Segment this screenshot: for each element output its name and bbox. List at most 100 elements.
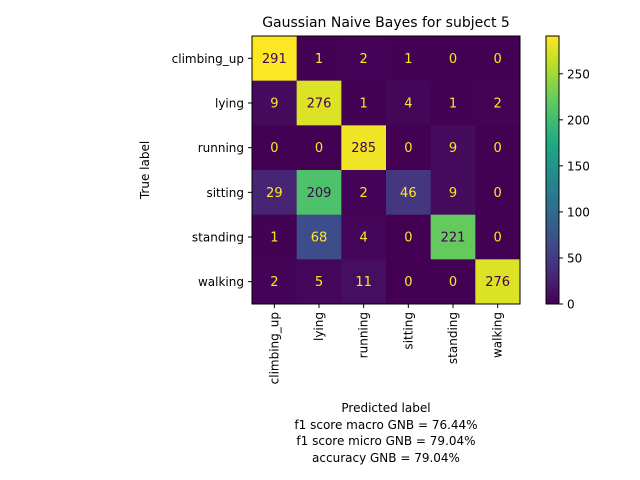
cell-value-label: 46: [400, 186, 417, 201]
y-tick-label: walking: [198, 275, 244, 289]
x-tick-label: running: [357, 312, 371, 358]
matrix-frame: [251, 35, 521, 305]
heatmap-cell: [296, 125, 342, 171]
annotation-f1-macro: f1 score macro GNB = 76.44%: [294, 418, 477, 432]
heatmap-cell: [341, 80, 387, 126]
cell-value-label: 2: [270, 275, 278, 290]
heatmap-cell: [252, 259, 298, 305]
heatmap-cell: [430, 80, 476, 126]
heatmap-cell: [386, 259, 432, 305]
heatmap-cell: [430, 125, 476, 171]
colorbar-tick-label: 50: [567, 251, 582, 265]
cell-value-label: 0: [494, 186, 502, 201]
heatmap-cell: [430, 259, 476, 305]
cell-value-label: 221: [441, 231, 466, 246]
cell-value-label: 4: [404, 97, 412, 112]
cell-value-label: 0: [494, 141, 502, 156]
cell-value-label: 9: [270, 97, 278, 112]
heatmap-cell: [430, 36, 476, 82]
cell-value-label: 0: [315, 141, 323, 156]
heatmap-cell: [341, 170, 387, 216]
y-tick-label: standing: [192, 231, 244, 245]
y-axis-label: True label: [138, 141, 152, 200]
cell-value-label: 0: [449, 275, 457, 290]
heatmap-cell: [252, 170, 298, 216]
cell-value-label: 1: [449, 97, 457, 112]
colorbar-tick-label: 150: [567, 159, 590, 173]
heatmap-cell: [430, 214, 476, 260]
cell-value-label: 4: [360, 231, 368, 246]
heatmap-cell: [296, 80, 342, 126]
cell-value-label: 68: [311, 231, 328, 246]
heatmap-cell: [341, 259, 387, 305]
heatmap-cell: [296, 36, 342, 82]
y-tick-label: climbing_up: [172, 52, 244, 66]
chart-title: Gaussian Naive Bayes for subject 5: [262, 15, 510, 31]
heatmap-cell: [252, 125, 298, 171]
cell-value-label: 0: [494, 52, 502, 67]
cell-value-label: 0: [404, 231, 412, 246]
colorbar-tick-label: 200: [567, 113, 590, 127]
heatmap-cell: [296, 214, 342, 260]
heatmap-cell: [386, 170, 432, 216]
cell-value-label: 276: [485, 275, 510, 290]
heatmap-cell: [386, 36, 432, 82]
heatmap-cell: [430, 170, 476, 216]
y-tick-label: lying: [215, 97, 244, 111]
colorbar-ticks: 0 50 100 150 200 250: [559, 67, 590, 312]
heatmap-cell: [296, 170, 342, 216]
heatmap-cell: [475, 170, 521, 216]
cell-value-label: 2: [360, 186, 368, 201]
heatmap-cell: [341, 214, 387, 260]
x-tick-label: lying: [312, 312, 326, 341]
cell-value-label: 276: [307, 97, 332, 112]
cell-value-label: 285: [351, 141, 376, 156]
annotation-f1-micro: f1 score micro GNB = 79.04%: [296, 434, 475, 448]
y-tick-label: running: [198, 141, 244, 155]
cell-value-label: 1: [360, 97, 368, 112]
cell-value-label: 11: [355, 275, 372, 290]
cell-value-label: 0: [404, 275, 412, 290]
cell-value-label: 291: [262, 52, 287, 67]
cell-value-label: 0: [270, 141, 278, 156]
heatmap-cell: [475, 80, 521, 126]
heatmap-cell: [386, 125, 432, 171]
heatmap-cell: [252, 214, 298, 260]
heatmap-cell: [475, 259, 521, 305]
heatmap-cell: [386, 214, 432, 260]
heatmap-cell: [341, 36, 387, 82]
x-tick-labels: climbing_up lying running sitting standing wa…: [267, 304, 505, 384]
cell-value-label: 1: [270, 231, 278, 246]
x-tick-label: sitting: [401, 312, 415, 350]
colorbar-tick-label: 100: [567, 205, 590, 219]
cell-value-label: 2: [494, 97, 502, 112]
heatmap-cell: [252, 80, 298, 126]
heatmap-cell: [475, 36, 521, 82]
cell-value-label: 2: [360, 52, 368, 67]
heatmap-cell: [252, 36, 298, 82]
heatmap-cell: [475, 125, 521, 171]
x-tick-label: climbing_up: [267, 312, 281, 384]
cell-value-label: 1: [404, 52, 412, 67]
cell-value-label: 29: [266, 186, 283, 201]
cell-value-label: 209: [307, 186, 332, 201]
annotation-accuracy: accuracy GNB = 79.04%: [312, 451, 460, 465]
heatmap-cell: [386, 80, 432, 126]
cell-value-label: 0: [404, 141, 412, 156]
cell-value-label: 0: [449, 52, 457, 67]
heatmap-cell: [296, 259, 342, 305]
cell-value-label: 9: [449, 141, 457, 156]
colorbar-tick-label: 250: [567, 67, 590, 81]
cell-value-label: 0: [494, 231, 502, 246]
x-axis-label: Predicted label: [341, 401, 430, 415]
heatmap-cell: [475, 214, 521, 260]
heatmap-cell: [341, 125, 387, 171]
cell-value-label: 5: [315, 275, 323, 290]
y-tick-label: sitting: [206, 186, 244, 200]
colorbar-tick-label: 0: [567, 298, 575, 312]
cell-value-label: 9: [449, 186, 457, 201]
colorbar: [545, 35, 560, 305]
heatmap-cells: 291 1 2 1 0 09 276 1 4 1 20 0 285 0 9 029 209 2 46 9 01 68 4 0 2…: [252, 36, 521, 305]
